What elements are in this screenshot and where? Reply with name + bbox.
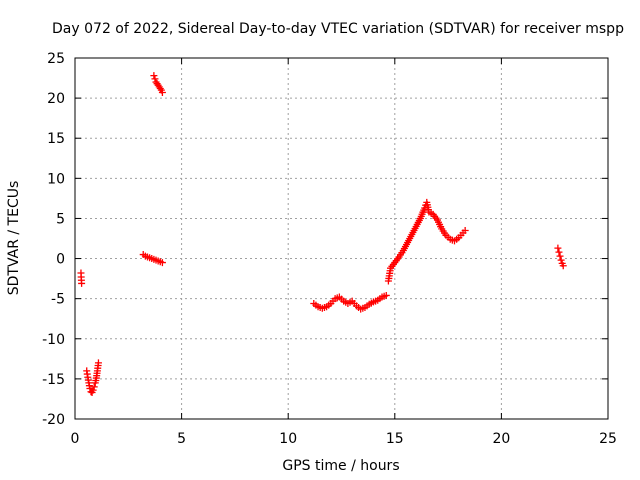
data-point bbox=[461, 226, 469, 234]
y-tick-label: -20 bbox=[42, 412, 65, 428]
y-tick-label: 25 bbox=[47, 51, 65, 67]
data-point bbox=[151, 75, 159, 83]
y-tick-label: 20 bbox=[47, 91, 65, 107]
x-tick-label: 0 bbox=[71, 431, 80, 447]
y-tick-label: 5 bbox=[56, 211, 65, 227]
data-point bbox=[554, 244, 562, 252]
series-seg5 bbox=[310, 291, 390, 313]
plot-frame bbox=[74, 57, 609, 420]
series-seg1 bbox=[77, 269, 86, 287]
data-point bbox=[559, 262, 567, 270]
grid bbox=[75, 58, 608, 419]
data-point bbox=[158, 259, 166, 267]
data-point bbox=[94, 359, 102, 367]
data-point bbox=[556, 252, 564, 260]
x-tick-label: 25 bbox=[599, 431, 617, 447]
x-tick-label: 5 bbox=[177, 431, 186, 447]
data-point bbox=[156, 84, 164, 92]
y-tick-label: -10 bbox=[42, 332, 65, 348]
y-tick-label: -15 bbox=[42, 372, 65, 388]
data-point bbox=[158, 88, 166, 96]
x-axis-label: GPS time / hours bbox=[282, 458, 399, 474]
series-seg4 bbox=[150, 72, 166, 96]
axis-ticks: 0 5 10 15 20 25 -20 -15 -10 -5 0 5 10 15 20 25 bbox=[42, 51, 617, 447]
data-point bbox=[89, 386, 97, 394]
data-point bbox=[555, 248, 563, 256]
series-seg7 bbox=[554, 244, 567, 270]
y-axis-label: SDTVAR / TECUs bbox=[6, 181, 22, 296]
data-point bbox=[150, 72, 158, 80]
x-tick-label: 20 bbox=[492, 431, 510, 447]
data-point bbox=[557, 256, 565, 264]
series-seg2 bbox=[83, 359, 102, 397]
series-seg6 bbox=[384, 198, 469, 285]
data-point bbox=[78, 279, 86, 287]
series-seg3 bbox=[139, 251, 166, 267]
y-tick-label: 10 bbox=[47, 171, 65, 187]
y-tick-label: -5 bbox=[51, 292, 65, 308]
x-tick-label: 10 bbox=[279, 431, 297, 447]
data-point bbox=[86, 385, 94, 393]
chart-title: Day 072 of 2022, Sidereal Day-to-day VTE… bbox=[52, 21, 624, 37]
data-point bbox=[382, 291, 390, 299]
x-tick-label: 15 bbox=[386, 431, 404, 447]
y-tick-label: 0 bbox=[56, 252, 65, 268]
data-points bbox=[77, 72, 567, 397]
data-point bbox=[90, 383, 98, 391]
y-tick-label: 15 bbox=[47, 131, 65, 147]
